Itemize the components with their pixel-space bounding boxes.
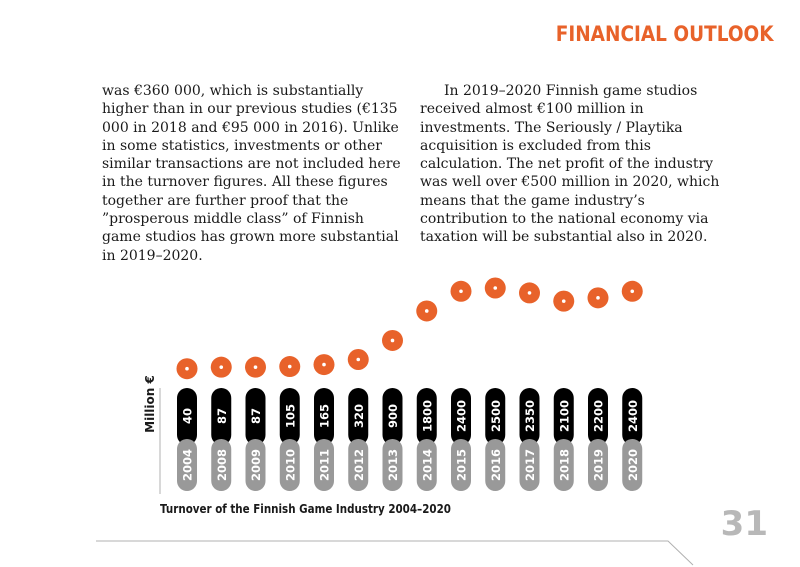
- footer-rule: [96, 540, 694, 566]
- value-pill: [553, 388, 574, 445]
- body-column-left: was €360 000, which is substantially hig…: [102, 82, 402, 265]
- data-point-center: [356, 357, 361, 362]
- year-label: 2013: [386, 449, 400, 481]
- data-point-center: [322, 362, 326, 367]
- data-point-center: [596, 296, 600, 300]
- value-pill: [519, 388, 540, 445]
- page-number: 31: [720, 504, 768, 544]
- year-pill: [314, 439, 334, 491]
- value-label: 87: [215, 408, 229, 424]
- value-pill: [588, 388, 608, 445]
- year-pill: [519, 439, 540, 491]
- value-pill: [279, 388, 300, 445]
- data-point-center: [253, 365, 258, 369]
- year-label: 2015: [455, 449, 469, 481]
- year-label: 2017: [523, 449, 537, 481]
- data-point-center: [493, 286, 498, 290]
- year-label: 2016: [489, 449, 503, 481]
- data-point-center: [390, 338, 395, 343]
- section-title: FINANCIAL OUTLOOK: [556, 22, 774, 46]
- year-pill: [382, 439, 403, 491]
- year-pill: [553, 439, 574, 491]
- value-label: 40: [181, 408, 195, 424]
- value-label: 2350: [523, 400, 537, 432]
- year-label: 2020: [626, 449, 640, 481]
- value-label: 320: [352, 404, 366, 428]
- value-label: 900: [386, 404, 400, 428]
- data-point-center: [185, 366, 189, 371]
- value-pill: [348, 388, 369, 445]
- year-pill: [177, 439, 197, 491]
- year-label: 2010: [283, 449, 297, 481]
- data-point-center: [561, 299, 566, 303]
- data-point-center: [424, 309, 429, 313]
- value-label: 2100: [557, 400, 571, 432]
- year-pill: [485, 439, 506, 491]
- year-label: 2014: [420, 449, 434, 481]
- value-label: 2400: [455, 400, 469, 432]
- value-label: 2500: [489, 400, 503, 432]
- year-pill: [211, 439, 232, 491]
- data-point-center: [459, 289, 463, 294]
- value-pill: [245, 388, 266, 445]
- year-label: 2008: [215, 449, 229, 481]
- year-pill: [245, 439, 266, 491]
- year-label: 2019: [592, 449, 606, 481]
- value-pill: [485, 388, 506, 445]
- value-pill: [211, 388, 232, 445]
- year-pill: [348, 439, 369, 491]
- value-pill: [622, 388, 643, 445]
- year-pill: [416, 439, 437, 491]
- year-pill: [451, 439, 471, 491]
- data-point-center: [630, 289, 635, 294]
- value-pill: [177, 388, 197, 445]
- value-pill: [451, 388, 471, 445]
- value-pill: [382, 388, 403, 445]
- data-point-center: [287, 364, 292, 369]
- value-pill: [416, 388, 437, 445]
- value-label: 165: [318, 404, 332, 428]
- year-label: 2018: [557, 449, 571, 481]
- chart-caption: Turnover of the Finnish Game Industry 20…: [160, 502, 451, 516]
- year-pill: [279, 439, 300, 491]
- year-label: 2004: [181, 449, 195, 481]
- value-label: 1800: [420, 400, 434, 432]
- year-label: 2011: [318, 449, 332, 481]
- value-label: 2400: [626, 400, 640, 432]
- year-pill: [588, 439, 608, 491]
- value-label: 2200: [592, 400, 606, 432]
- body-paragraph-left: was €360 000, which is substantially hig…: [102, 83, 401, 264]
- year-label: 2009: [249, 449, 263, 481]
- body-column-right: In 2019–2020 Finnish game studios receiv…: [420, 82, 725, 247]
- value-pill: [314, 388, 334, 445]
- y-axis-label: Million €: [143, 375, 157, 433]
- body-paragraph-right: In 2019–2020 Finnish game studios receiv…: [420, 83, 720, 246]
- data-point-center: [219, 365, 224, 369]
- data-point-center: [527, 291, 532, 295]
- year-label: 2012: [352, 449, 366, 481]
- value-label: 105: [283, 404, 297, 428]
- value-label: 87: [249, 408, 263, 424]
- year-pill: [622, 439, 643, 491]
